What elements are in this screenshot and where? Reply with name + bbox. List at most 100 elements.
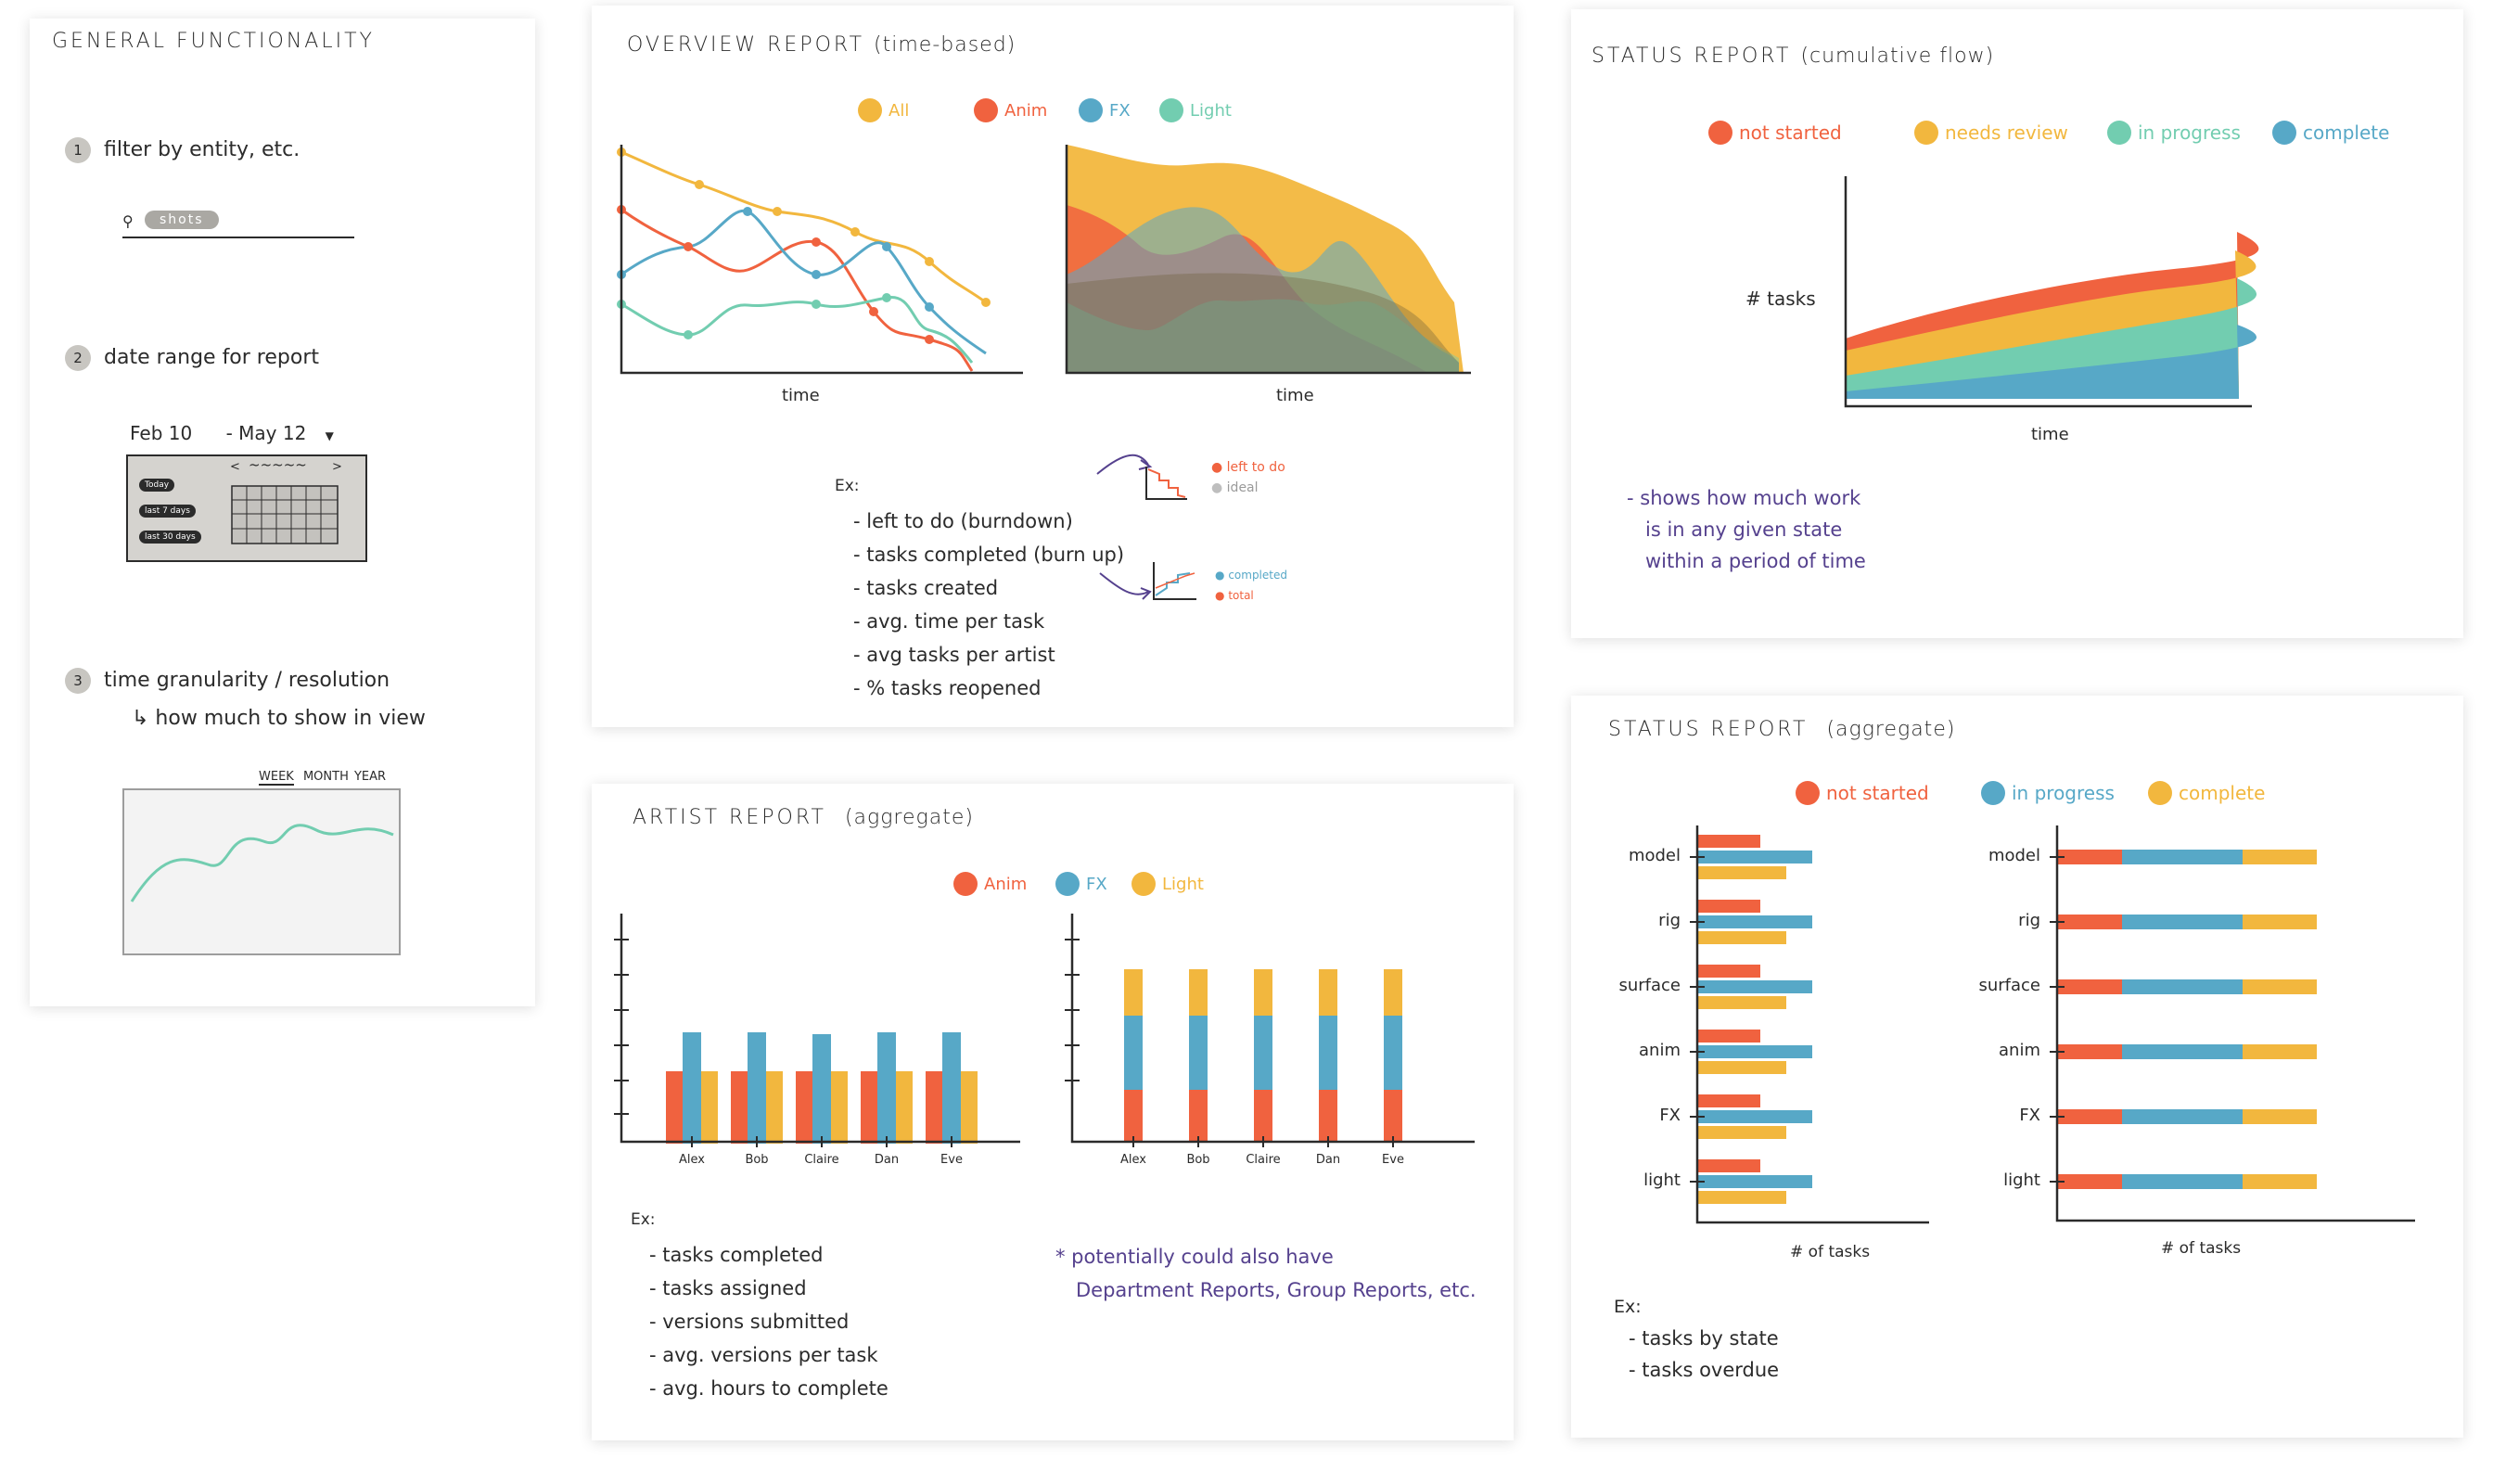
artist-name-left: Eve [940,1153,963,1167]
artist-name-left: Bob [745,1153,769,1167]
cumulative-xlabel: time [2031,425,2069,444]
overview-charts [617,145,1471,600]
search-pill[interactable]: shots [145,211,219,229]
burndown-legend: ● left to do ● ideal [1211,460,1285,495]
stack-model [2057,850,2317,864]
general-title: GENERAL FUNCTIONALITY [52,30,375,53]
aggregate-grouped-hbars [1690,825,1929,1224]
stack-anim [2057,1044,2317,1059]
category-label-right: surface [1978,976,2040,995]
artist-report-card: ARTIST REPORT (aggregate) Anim FX Light … [592,784,1514,1440]
artist-title: ARTIST REPORT (aggregate) [633,806,974,829]
legend-anim: Anim [974,98,1047,122]
aggregate-ex-label: Ex: [1614,1297,1642,1317]
calendar-grid[interactable] [128,456,365,560]
artist-name-right: Bob [1186,1153,1210,1167]
step-2: 2 date range for report [65,345,319,371]
date-preset-30days[interactable]: last 30 days [139,525,201,544]
artist-charts [614,914,1475,1147]
aggregate-left-axes [1695,825,1929,1224]
hbars-fx [1697,1094,1812,1139]
artist-note-line1: * potentially could also have [1055,1246,1334,1268]
legend-fx-swatch [1079,98,1103,122]
cumulative-axes [1844,176,2252,408]
legend-not-started: not started [1708,121,1842,145]
status-aggregate-card: STATUS REPORT (aggregate) not started in… [1571,696,2463,1438]
cumulative-ylabel: # tasks [1745,288,1816,310]
next-month-icon[interactable]: > [332,460,342,474]
artist-example: - tasks assigned [649,1277,807,1299]
prev-month-icon[interactable]: < [230,460,240,474]
step-2-label: date range for report [104,346,319,369]
legend-in-progress-swatch [1981,781,2005,805]
burnup-thumbnail [1099,562,1196,600]
date-preset-7days[interactable]: last 7 days [139,499,196,518]
date-preset-today[interactable]: Today [139,473,175,492]
artist-example: - avg. hours to complete [649,1377,889,1400]
stack-fx [2057,1109,2317,1124]
category-label-right: FX [2019,1106,2040,1125]
artist-name-right: Alex [1120,1153,1146,1167]
step-1: 1 filter by entity, etc. [65,137,300,163]
step-3-label: time granularity / resolution [104,669,390,692]
date-range-selector[interactable]: Feb 10 - May 12 ▼ [130,422,334,444]
aggregate-example: - tasks by state [1629,1327,1779,1350]
stack-eve [1384,969,1402,1142]
date-from[interactable]: Feb 10 [130,422,193,444]
category-label-left: light [1643,1171,1681,1190]
granularity-preview [122,788,401,955]
artist-name-right: Eve [1382,1153,1404,1167]
gran-month[interactable]: MONTH [302,770,349,784]
stack-rig [2057,915,2317,929]
dropdown-icon[interactable]: ▼ [325,429,334,442]
series-anim-line [620,208,974,372]
stack-claire [1254,969,1272,1142]
legend-not-started-swatch [1796,781,1820,805]
aggregate-charts [1690,825,2415,1224]
date-picker-panel: Today last 7 days last 30 days < ~~~~~ > [126,454,367,562]
legend-complete: complete [2148,781,2265,805]
granularity-preview-line [130,824,394,902]
legend-needs-review-swatch [1914,121,1938,145]
legend-anim-swatch [974,98,998,122]
band-complete [1846,325,2257,399]
entity-filter-search[interactable]: ⚲ shots [122,209,354,238]
legend-fx: FX [1079,98,1131,122]
cumulative-note-line: - shows how much work [1627,487,1861,509]
step-3-sublabel: ↳ how much to show in view [132,707,426,730]
step-3-number: 3 [65,668,91,694]
stack-alex [1124,969,1143,1142]
overview-example: - left to do (burndown) [853,510,1073,532]
category-label-right: anim [1999,1041,2040,1060]
legend-not-started: not started [1796,781,1929,805]
area-light [1067,299,1459,373]
bars-dan [861,1032,913,1144]
stack-light [2057,1174,2317,1189]
gran-year[interactable]: YEAR [353,770,387,784]
aggregate-xlabel-right: # of tasks [2161,1239,2242,1258]
overview-report-card: OVERVIEW REPORT (time-based) All Anim FX… [592,6,1514,727]
granularity-toggle[interactable]: WEEK MONTH YEAR [259,770,387,786]
category-label-left: model [1628,846,1681,865]
artist-examples: - tasks completed - tasks assigned - ver… [649,1238,889,1405]
burnup-legend: ● completed ● total [1215,569,1287,602]
cumulative-flow-chart [1844,176,2259,408]
artist-ex-label: Ex: [631,1210,656,1229]
artist-name-right: Claire [1246,1153,1281,1167]
hbars-anim [1697,1030,1812,1074]
legend-anim-swatch [953,872,978,896]
stack-bob [1189,969,1208,1142]
category-label-left: surface [1618,976,1681,995]
legend-complete-swatch [2272,121,2296,145]
area-overlay [1067,273,1459,373]
aggregate-example: - tasks overdue [1629,1359,1780,1381]
overview-ex-label: Ex: [835,477,860,495]
legend-complete: complete [2272,121,2389,145]
overview-examples: - left to do (burndown) - tasks complete… [853,505,1124,705]
bars-alex [666,1032,718,1144]
date-to[interactable]: - May 12 [225,422,307,444]
general-functionality-card: GENERAL FUNCTIONALITY 1 filter by entity,… [30,19,535,1006]
gran-week[interactable]: WEEK [259,770,294,786]
step-2-number: 2 [65,345,91,371]
step-1-label: filter by entity, etc. [104,138,300,161]
